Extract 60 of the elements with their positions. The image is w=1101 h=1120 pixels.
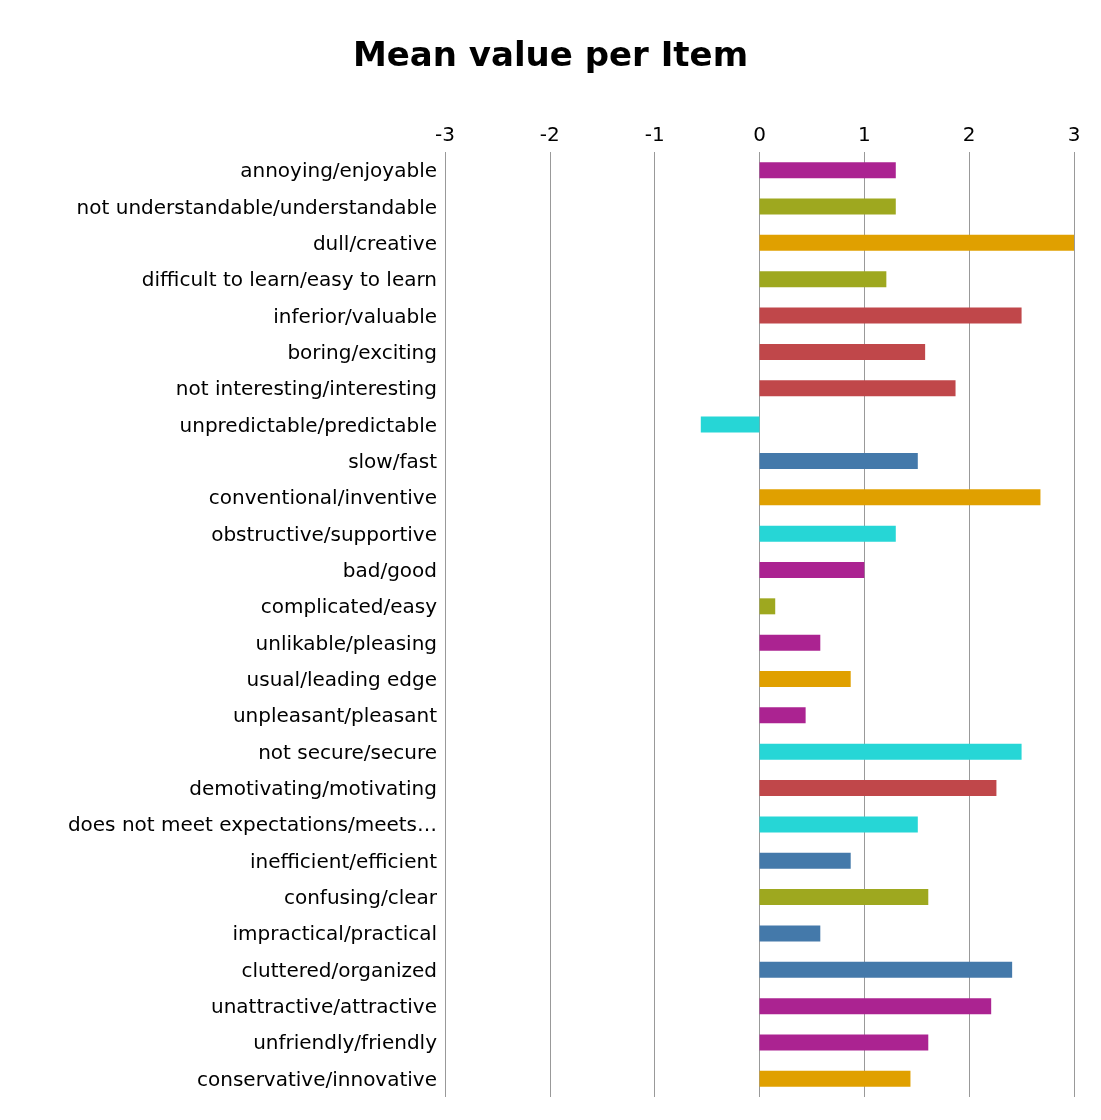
bar: [759, 707, 806, 724]
bar: [759, 816, 918, 833]
y-tick-label: confusing/clear: [283, 885, 438, 910]
y-tick-label: unattractive/attractive: [211, 994, 437, 1019]
y-tick-label: usual/leading edge: [246, 667, 437, 692]
x-tick-label: -1: [644, 122, 665, 146]
bar: [759, 925, 821, 942]
y-tick-label: bad/good: [342, 557, 437, 582]
bar: [700, 416, 760, 433]
bar: [759, 343, 926, 360]
y-tick-label: dull/creative: [312, 230, 437, 255]
bar: [759, 998, 992, 1015]
bar: [759, 198, 896, 215]
y-tick-label: conventional/inventive: [208, 485, 437, 510]
bar: [759, 743, 1022, 760]
y-tick-label: unpredictable/predictable: [179, 412, 437, 437]
y-tick-label: does not meet expectations/meets…: [67, 812, 437, 837]
y-tick-label: cluttered/organized: [241, 957, 437, 982]
bar: [759, 307, 1022, 324]
x-tick-label: 2: [962, 122, 976, 146]
x-tick-label: 0: [753, 122, 766, 146]
y-tick-label: conservative/innovative: [197, 1066, 437, 1091]
x-tick-label: -3: [435, 122, 455, 146]
y-tick-label: unfriendly/friendly: [253, 1030, 438, 1055]
y-tick-label: unpleasant/pleasant: [232, 703, 438, 728]
bar: [759, 452, 918, 469]
y-tick-label: obstructive/supportive: [211, 521, 437, 546]
bar: [759, 598, 776, 615]
y-tick-label: boring/exciting: [287, 339, 437, 364]
y-tick-label: difficult to learn/easy to learn: [141, 267, 437, 292]
y-tick-label: complicated/easy: [260, 594, 438, 619]
bar: [759, 525, 896, 542]
y-tick-label: not interesting/interesting: [175, 376, 437, 401]
bar: [759, 162, 896, 179]
bar: [759, 561, 865, 578]
y-tick-label: slow/fast: [348, 448, 438, 473]
y-tick-label: demotivating/motivating: [189, 776, 437, 801]
y-tick-label: inefficient/efficient: [249, 848, 438, 873]
bar: [759, 380, 956, 397]
chart-title: Mean value per Item: [352, 34, 749, 74]
y-tick-label: impractical/practical: [232, 921, 437, 946]
bar: [759, 271, 887, 288]
bar: [759, 889, 929, 906]
x-tick-label: 1: [857, 122, 871, 146]
bar: [759, 780, 997, 797]
y-tick-label: not understandable/understandable: [76, 194, 437, 219]
y-tick-label: inferior/valuable: [273, 303, 437, 328]
bar: [759, 671, 851, 688]
x-tick-label: -2: [539, 122, 560, 146]
bar: [759, 1070, 911, 1087]
bar: [759, 1034, 929, 1051]
y-tick-label: annoying/enjoyable: [240, 158, 437, 183]
y-tick-label: not secure/secure: [258, 739, 437, 764]
bar: [759, 489, 1041, 506]
bar: [759, 634, 821, 651]
y-tick-label: unlikable/pleasing: [255, 630, 437, 655]
bar: [759, 234, 1074, 251]
bar: [759, 961, 1013, 978]
x-tick-label: 3: [1067, 122, 1081, 146]
bar: [759, 852, 851, 869]
